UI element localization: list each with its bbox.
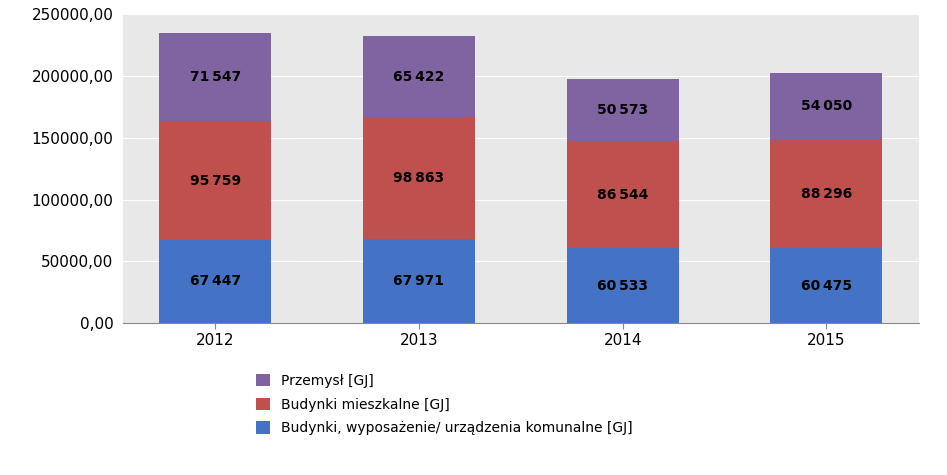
Text: 60 475: 60 475 (801, 279, 852, 293)
Text: 86 544: 86 544 (597, 188, 649, 202)
Bar (159, 240, 271, 323)
Text: 67 447: 67 447 (189, 275, 241, 288)
Text: 95 759: 95 759 (189, 173, 241, 188)
Text: 98 863: 98 863 (393, 171, 444, 185)
Bar (771, 73, 883, 139)
Text: 71 547: 71 547 (189, 70, 241, 84)
Text: 67 971: 67 971 (394, 274, 444, 288)
Text: 60 533: 60 533 (598, 279, 648, 293)
Bar (363, 36, 475, 117)
Bar (363, 239, 475, 323)
Bar (771, 248, 883, 323)
Text: 88 296: 88 296 (801, 187, 852, 201)
Legend: Przemysł [GJ], Budynki mieszkalne [GJ], Budynki, wyposażenie/ urządzenia komunal: Przemysł [GJ], Budynki mieszkalne [GJ], … (249, 367, 640, 442)
Bar (566, 248, 679, 323)
Text: 50 573: 50 573 (598, 103, 649, 117)
Bar (566, 79, 679, 142)
Bar (159, 122, 271, 240)
Text: 65 422: 65 422 (393, 69, 445, 84)
Bar (566, 142, 679, 248)
Text: 54 050: 54 050 (801, 99, 852, 113)
Bar (771, 139, 883, 248)
Bar (159, 33, 271, 122)
Bar (363, 117, 475, 239)
